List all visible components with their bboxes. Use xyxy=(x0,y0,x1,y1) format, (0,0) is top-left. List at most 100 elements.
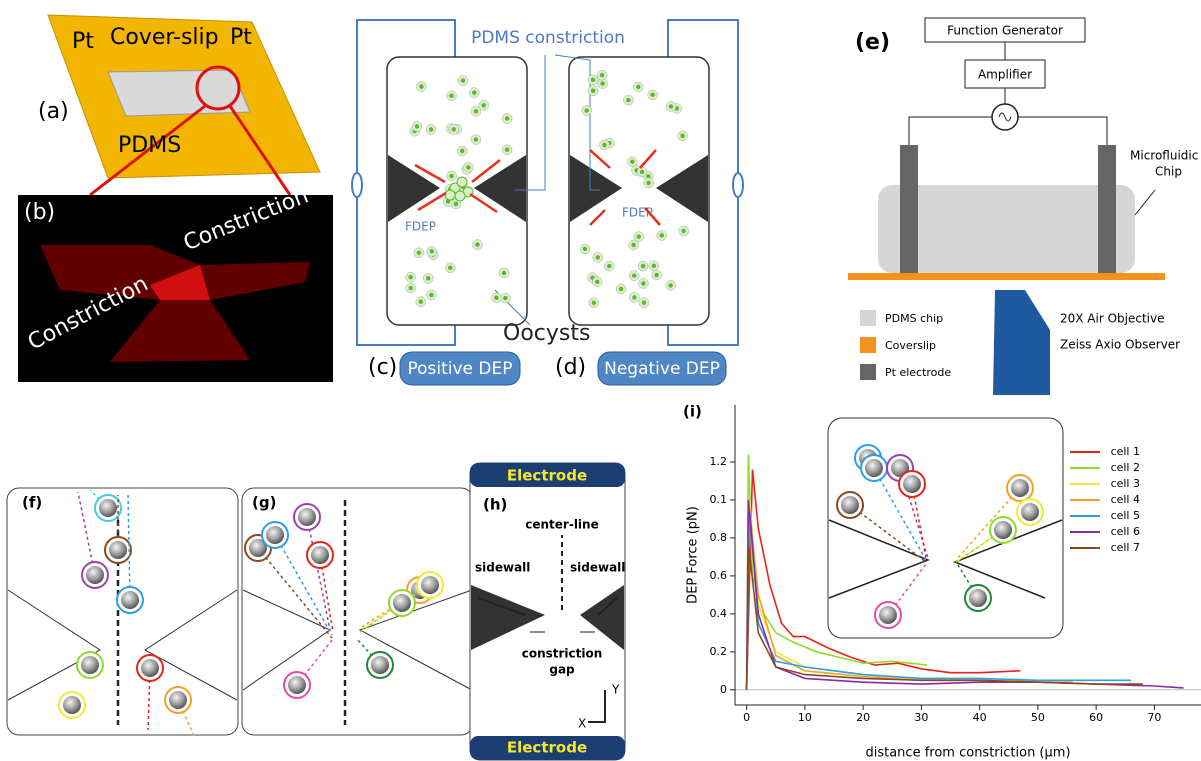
cell xyxy=(841,496,859,514)
cell xyxy=(121,591,139,609)
y-tick-label: 1.2 xyxy=(710,455,728,468)
oocyst xyxy=(455,191,465,201)
cell xyxy=(109,541,127,559)
y-tick-label: 0.4 xyxy=(710,607,728,620)
label-gap: gap xyxy=(549,663,575,677)
x-tick-label: 30 xyxy=(914,711,928,724)
legend-label: Pt electrode xyxy=(885,366,951,379)
oocyst-core xyxy=(505,148,509,152)
label-constriction: constriction xyxy=(522,647,603,661)
y-tick-label: 0 xyxy=(720,683,727,696)
oocyst-core xyxy=(474,137,478,141)
oocyst-core xyxy=(642,300,646,304)
cell xyxy=(81,656,99,674)
panel-b: (b) Constriction Constriction xyxy=(18,183,333,382)
panel-label: (f) xyxy=(22,494,42,512)
legend-label: cell 6 xyxy=(1111,525,1140,538)
pt-electrode xyxy=(1098,145,1116,275)
label-pt: Pt xyxy=(72,29,94,54)
panel-i: (i) DEP Force (pN) distance from constri… xyxy=(683,403,1201,761)
cell xyxy=(141,659,159,677)
oocyst-core xyxy=(502,271,506,275)
x-tick-label: 20 xyxy=(856,711,870,724)
oocyst-core xyxy=(682,229,686,233)
panel-e: (e) Function Generator Amplifier Microfl… xyxy=(848,18,1198,395)
cell xyxy=(1021,503,1039,521)
oocyst-core xyxy=(449,174,453,178)
oocyst-core xyxy=(429,293,433,297)
oocyst-core xyxy=(448,266,452,270)
panel-label: (d) xyxy=(555,355,586,380)
oocyst-core xyxy=(596,255,600,259)
oocyst-core xyxy=(591,78,595,82)
oocyst-core xyxy=(408,275,412,279)
oocyst-core xyxy=(429,127,433,131)
oocyst-core xyxy=(619,287,623,291)
oocyst-core xyxy=(626,98,630,102)
oocyst-core xyxy=(472,90,476,94)
x-tick-label: 40 xyxy=(973,711,987,724)
cell xyxy=(969,589,987,607)
oocyst-core xyxy=(505,116,509,120)
cell xyxy=(266,526,284,544)
legend-label: cell 2 xyxy=(1111,461,1140,474)
oocyst-core xyxy=(503,296,507,300)
x-tick-label: 0 xyxy=(743,711,750,724)
cell xyxy=(288,676,306,694)
legend-label: cell 4 xyxy=(1111,493,1140,506)
oocyst-core xyxy=(417,251,421,255)
wire xyxy=(909,117,992,145)
oocyst-core xyxy=(584,108,588,112)
x-axis-label: distance from constriction (μm) xyxy=(865,746,1070,761)
oocyst-core xyxy=(631,243,635,247)
legend-label: cell 7 xyxy=(1111,541,1140,554)
panel-cd: PDMS constriction FDEP FDEP Oocysts (c) … xyxy=(352,20,743,385)
y-tick-label: 0.8 xyxy=(710,531,728,544)
label-fdep: FDEP xyxy=(405,220,436,234)
oocyst-core xyxy=(641,281,645,285)
label-oocysts: Oocysts xyxy=(503,321,590,346)
electrode-symbol xyxy=(733,173,743,197)
oocyst xyxy=(457,177,467,187)
cell xyxy=(994,521,1012,539)
cell xyxy=(298,508,316,526)
oocyst-core xyxy=(650,93,654,97)
page: Pt Cover-slip Pt (a) PDMS (b) Constricti… xyxy=(0,0,1201,761)
label-sidewall: sidewall xyxy=(475,561,530,575)
oocyst-core xyxy=(641,264,645,268)
label-negative-dep: Negative DEP xyxy=(604,359,720,379)
objective xyxy=(993,290,1050,395)
oocyst-core xyxy=(637,234,641,238)
label-sidewall: sidewall xyxy=(570,561,625,575)
y-axis-label: DEP Force (pN) xyxy=(686,506,701,604)
oocyst-core xyxy=(600,81,604,85)
oocyst-core xyxy=(583,247,587,251)
label-pdms-constriction: PDMS constriction xyxy=(471,28,625,48)
oocyst-core xyxy=(449,94,453,98)
x-tick-label: 60 xyxy=(1089,711,1103,724)
coverslip xyxy=(848,273,1165,280)
label-electrode: Electrode xyxy=(507,739,587,757)
panel-f: (f) xyxy=(7,488,238,738)
oocyst-core xyxy=(669,104,673,108)
legend-swatch xyxy=(860,310,876,326)
legend-label: cell 1 xyxy=(1111,445,1140,458)
inset xyxy=(828,418,1063,638)
label-amplifier: Amplifier xyxy=(978,68,1032,82)
oocyst-core xyxy=(595,280,599,284)
oocyst-core xyxy=(646,181,650,185)
legend-label: PDMS chip xyxy=(885,312,943,325)
oocyst-core xyxy=(415,124,419,128)
panel-h: Electrode (h) center-line sidewall sidew… xyxy=(470,463,625,760)
oocyst-core xyxy=(600,73,604,77)
label-axis-y: Y xyxy=(611,683,620,697)
label-function-generator: Function Generator xyxy=(947,24,1063,38)
cell xyxy=(86,566,104,584)
x-tick-label: 10 xyxy=(798,711,812,724)
cell xyxy=(393,594,411,612)
legend-swatch xyxy=(860,337,876,353)
oocyst-core xyxy=(591,89,595,93)
figure: Pt Cover-slip Pt (a) PDMS (b) Constricti… xyxy=(0,0,1201,761)
panel-label: (b) xyxy=(24,200,55,225)
label-chip: Chip xyxy=(1155,165,1182,179)
